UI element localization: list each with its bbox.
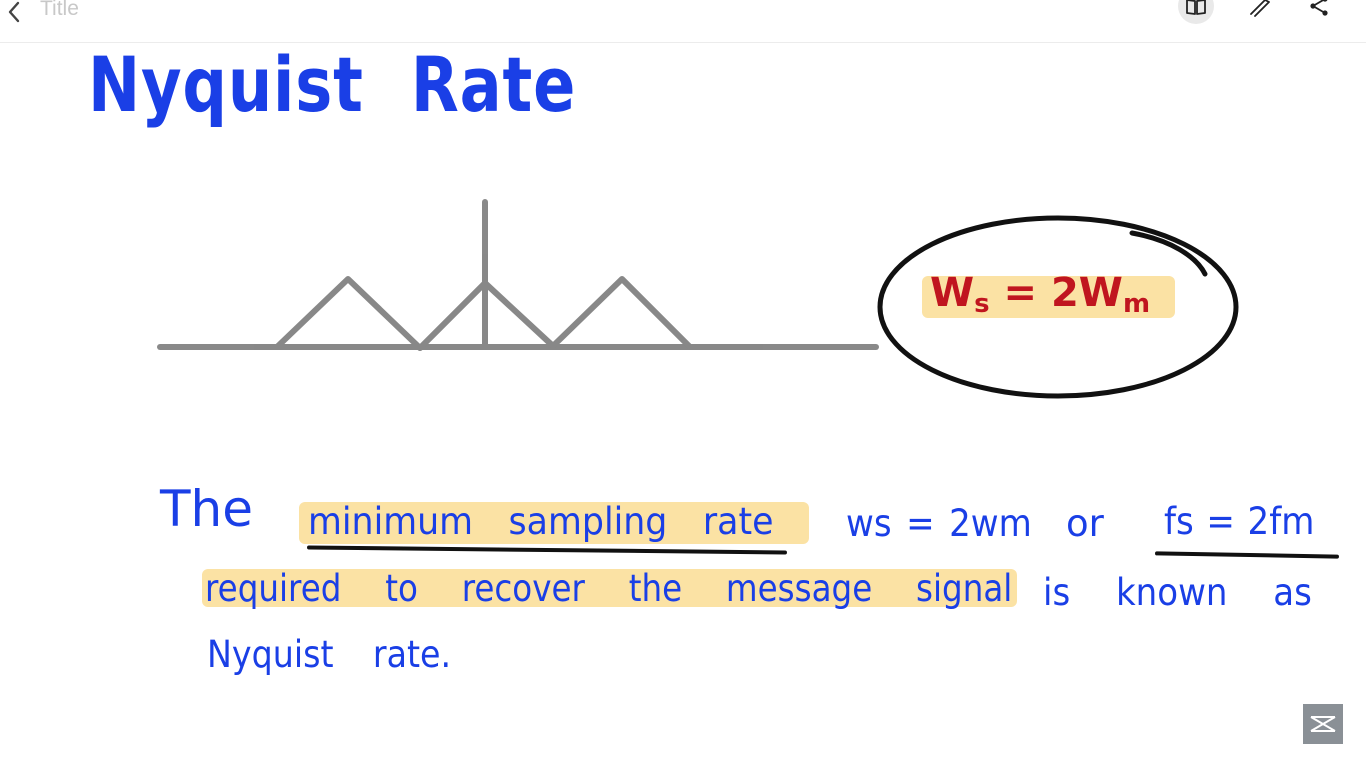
formula-rhs-sub: m [1122,289,1151,319]
page-title: Nyquist Rate [88,40,577,129]
equation-ws-2wm: ws = 2wm [846,502,1032,545]
formula-highlight [922,276,1175,318]
phrase-is-known-as: is known as [1043,571,1312,614]
share-icon [1310,0,1328,16]
triangle-center [417,280,556,351]
equation-fs-2fm: fs = 2fm [1164,500,1315,543]
word-the: The [160,480,253,538]
formula-ws-2wm: Ws = 2Wm [930,270,1150,319]
highlight-required-to-recover [202,569,1017,607]
phrase-required-to-recover: required to recover the message signal [205,567,1013,610]
phrase-minimum-sampling-rate: minimum sampling rate [308,500,774,543]
back-button[interactable] [0,0,28,30]
triangle-left [275,276,423,351]
share-button[interactable] [1301,0,1337,24]
chevron-left-icon [8,1,20,23]
formula-lhs-sub: s [974,289,990,319]
word-or: or [1066,502,1104,545]
logo-mark-icon [1310,716,1336,732]
highlight-minimum-sampling-rate [299,502,809,544]
book-icon [1186,0,1206,15]
triangle-right [550,276,693,350]
channel-logo [1303,704,1343,744]
pencil-tool-button[interactable] [1241,0,1277,24]
pencil-icon [1250,0,1270,17]
document-title[interactable]: Title [40,0,79,20]
formula-eq: = 2W [989,270,1123,316]
spectrum-sketch [157,199,879,351]
formula-lhs: W [930,270,975,316]
top-toolbar: Title [0,0,1366,43]
phrase-nyquist-rate: Nyquist rate. [207,633,452,676]
formula-ellipse [877,215,1239,399]
